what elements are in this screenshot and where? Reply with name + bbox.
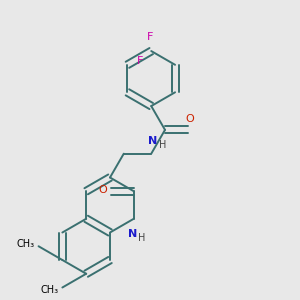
Text: CH₃: CH₃ (40, 285, 58, 295)
Text: F: F (136, 56, 143, 66)
Text: O: O (98, 185, 107, 195)
Text: N: N (148, 136, 157, 146)
Text: N: N (128, 229, 137, 239)
Text: O: O (185, 114, 194, 124)
Text: CH₃: CH₃ (16, 239, 34, 249)
Text: H: H (138, 233, 146, 243)
Text: H: H (159, 140, 166, 150)
Text: F: F (147, 32, 153, 42)
